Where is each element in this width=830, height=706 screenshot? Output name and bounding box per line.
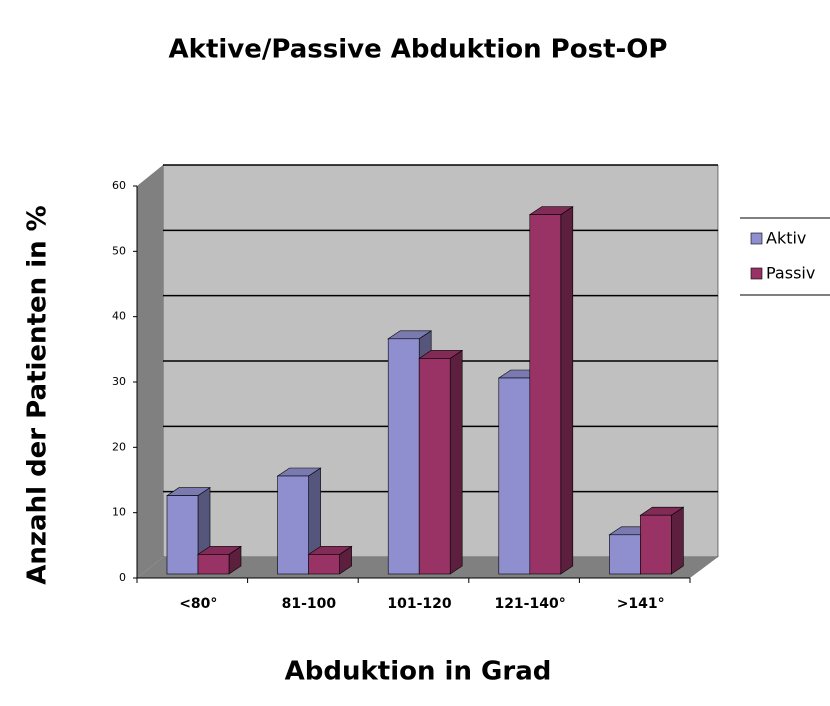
bar bbox=[418, 358, 451, 575]
x-tick-label: <80° bbox=[179, 596, 217, 612]
bar bbox=[277, 475, 309, 575]
bar bbox=[166, 495, 199, 575]
y-tick-label: 50 bbox=[112, 244, 126, 257]
bar bbox=[197, 554, 230, 575]
x-tick-label: >141° bbox=[617, 596, 665, 612]
y-tick-label: 0 bbox=[119, 571, 126, 584]
x-tick-label: 121-140° bbox=[494, 596, 565, 612]
y-tick-label: 10 bbox=[112, 506, 126, 519]
y-tick-label: 20 bbox=[112, 440, 126, 453]
x-axis-title: Abduktion in Grad bbox=[285, 657, 552, 687]
bar bbox=[640, 514, 672, 575]
x-tick-label: 101-120 bbox=[387, 596, 452, 612]
legend-swatch bbox=[750, 267, 763, 280]
bar bbox=[387, 338, 420, 575]
y-axis-title: Anzahl der Patienten in % bbox=[23, 205, 53, 584]
y-tick-label: 60 bbox=[112, 179, 126, 192]
bar bbox=[529, 214, 562, 575]
y-tick-label: 40 bbox=[112, 310, 126, 323]
side-wall bbox=[137, 165, 163, 578]
bar-side bbox=[671, 506, 684, 575]
bar bbox=[498, 377, 531, 575]
bar-side bbox=[560, 206, 574, 575]
legend-label: Passiv bbox=[766, 264, 815, 283]
y-tick-label: 30 bbox=[112, 375, 126, 388]
legend-swatch bbox=[750, 232, 763, 245]
x-tick-label: 81-100 bbox=[282, 596, 337, 612]
bar bbox=[308, 554, 340, 575]
chart-title: Aktive/Passive Abduktion Post-OP bbox=[169, 35, 668, 65]
legend-label: Aktiv bbox=[766, 229, 806, 248]
bar-side bbox=[449, 349, 463, 575]
bar bbox=[609, 534, 641, 575]
